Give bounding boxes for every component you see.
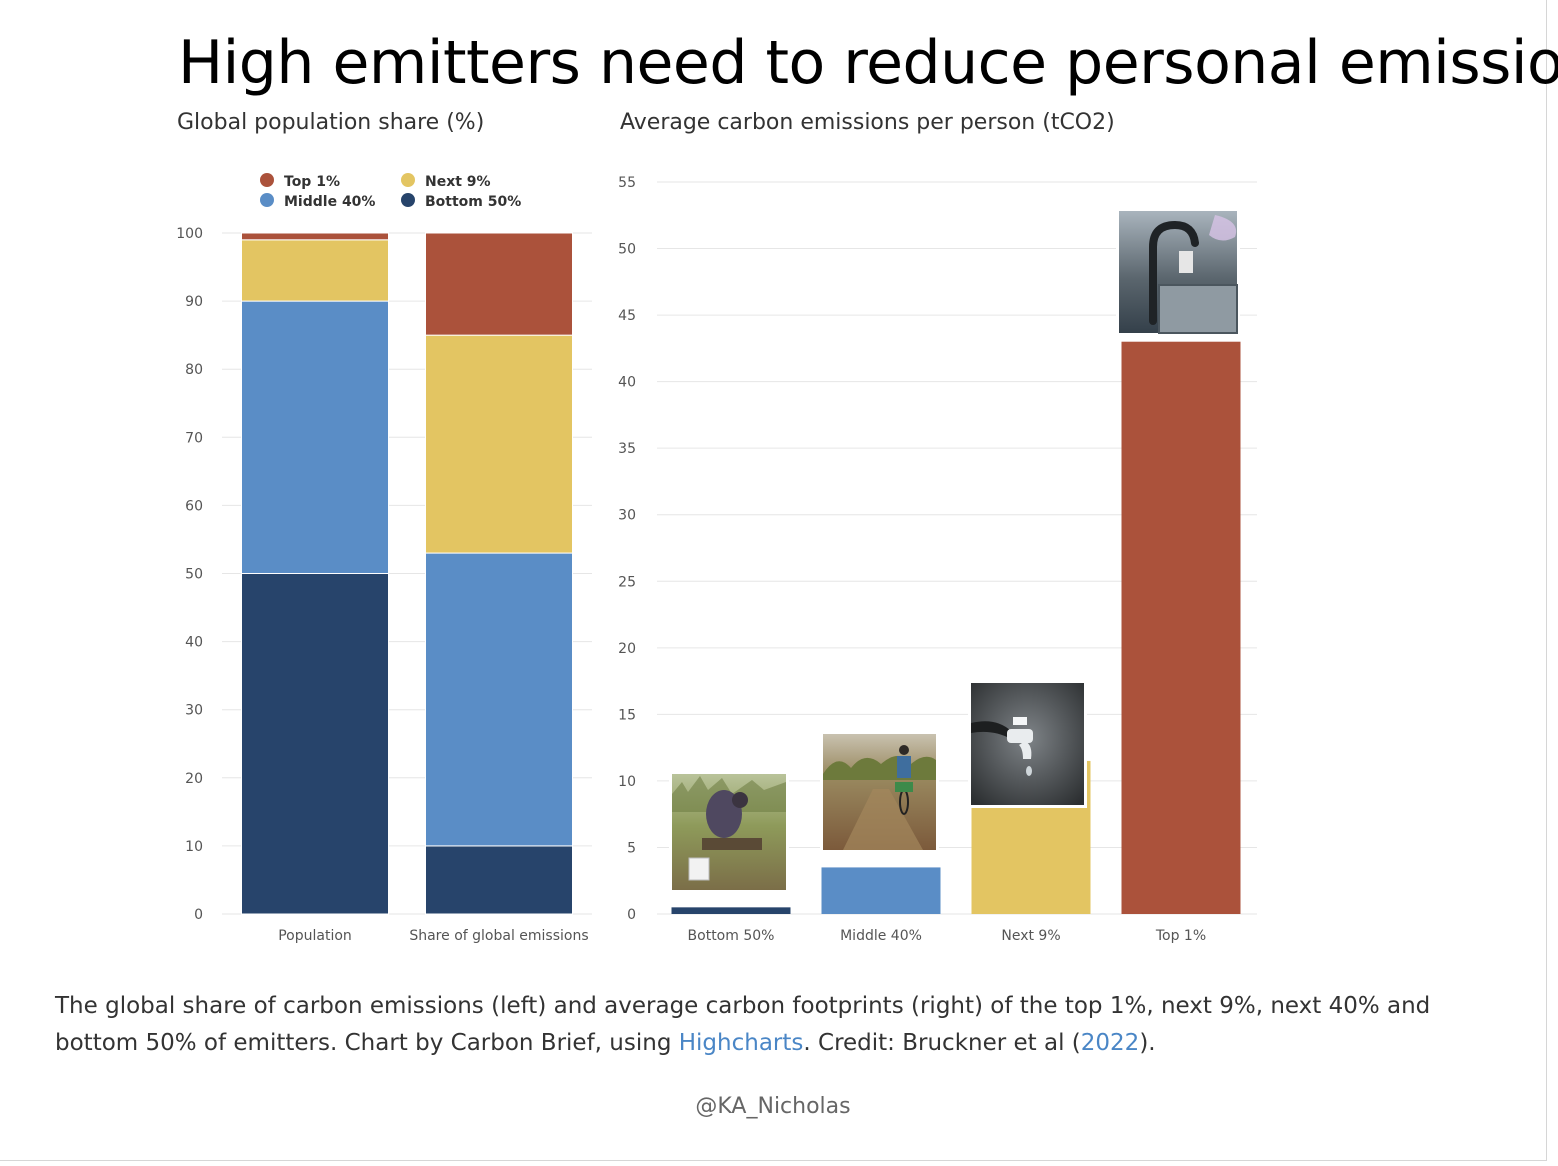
left-y-tick-label: 70 xyxy=(185,430,203,446)
left-y-tick-label: 50 xyxy=(185,567,203,583)
legend-label-top-1: Top 1% xyxy=(284,174,340,190)
faucet-handle xyxy=(1179,251,1193,273)
right-y-tick-label: 35 xyxy=(618,441,636,457)
faucet-neck xyxy=(1149,220,1199,325)
right-y-tick-label: 5 xyxy=(627,840,636,856)
bar-share-of-global-emissions-bottom-50 xyxy=(425,845,573,915)
left-x-tick-label: Population xyxy=(278,928,352,944)
legend-marker-middle-40 xyxy=(260,193,274,207)
bar-share-of-global-emissions-next-9 xyxy=(425,334,573,554)
legend-label-next-9: Next 9% xyxy=(425,174,491,190)
pink-glass xyxy=(1209,215,1237,241)
bucket xyxy=(688,857,710,881)
legend-marker-top-1 xyxy=(260,173,274,187)
page-title: High emitters need to reduce personal em… xyxy=(178,28,1558,98)
left-y-tick-label: 20 xyxy=(185,771,203,787)
right-y-tick-label: 20 xyxy=(618,641,636,657)
road-shape xyxy=(843,789,923,850)
left-y-tick-label: 10 xyxy=(185,839,203,855)
dripping-tap-photo xyxy=(968,680,1087,808)
right-chart-title: Average carbon emissions per person (tCO… xyxy=(620,110,1115,135)
legend-marker-bottom-50 xyxy=(401,193,415,207)
tap-handle xyxy=(1013,717,1027,725)
left-x-tick-label: Share of global emissions xyxy=(409,928,588,944)
right-y-tick-label: 10 xyxy=(618,774,636,790)
legend-marker-next-9 xyxy=(401,173,415,187)
bar-population-middle-40 xyxy=(241,300,389,574)
kitchen-faucet-photo xyxy=(1116,208,1240,336)
left-y-tick-label: 0 xyxy=(194,907,203,923)
left-y-tick-label: 60 xyxy=(185,498,203,514)
person-head xyxy=(732,792,748,808)
left-chart-bars xyxy=(241,232,573,915)
right-y-tick-label: 30 xyxy=(618,508,636,524)
bar-population-next-9 xyxy=(241,239,389,302)
author-handle: @KA_Nicholas xyxy=(695,1094,851,1119)
left-y-tick-label: 30 xyxy=(185,703,203,719)
bar-population-bottom-50 xyxy=(241,573,389,915)
bar-photos xyxy=(669,208,1240,893)
right-y-tick-label: 55 xyxy=(618,175,636,191)
bar-bottom-50 xyxy=(671,907,791,914)
legend-label-middle-40: Middle 40% xyxy=(284,194,375,210)
right-x-tick-label: Next 9% xyxy=(1001,928,1060,944)
bar-share-of-global-emissions-middle-40 xyxy=(425,552,573,847)
cyclist-body xyxy=(897,756,911,778)
left-y-tick-label: 100 xyxy=(176,226,203,242)
sink-basin xyxy=(1158,284,1238,334)
left-y-tick-label: 40 xyxy=(185,635,203,651)
well-opening xyxy=(702,838,762,850)
right-y-tick-label: 25 xyxy=(618,574,636,590)
bar-population-top-1 xyxy=(241,232,389,241)
legend: Top 1% Next 9% Middle 40% Bottom 50% xyxy=(260,173,521,210)
right-y-tick-label: 15 xyxy=(618,707,636,723)
tap-spout xyxy=(1019,741,1032,759)
highcharts-link[interactable]: Highcharts xyxy=(678,1030,804,1056)
left-y-tick-label: 90 xyxy=(185,294,203,310)
bar-share-of-global-emissions-top-1 xyxy=(425,232,573,336)
cyclist-head xyxy=(899,745,909,755)
pipe xyxy=(971,721,1011,739)
left-y-tick-label: 80 xyxy=(185,362,203,378)
right-x-tick-label: Middle 40% xyxy=(840,928,922,944)
right-x-tick-label: Bottom 50% xyxy=(688,928,775,944)
right-y-tick-label: 0 xyxy=(627,907,636,923)
figure-caption: The global share of carbon emissions (le… xyxy=(55,988,1515,1062)
legend-label-bottom-50: Bottom 50% xyxy=(425,194,521,210)
caption-text-2: . Credit: Bruckner et al ( xyxy=(803,1030,1081,1056)
right-y-tick-label: 45 xyxy=(618,308,636,324)
caption-text-1: The global share of carbon emissions (le… xyxy=(55,993,1431,1056)
cyclist-on-dirt-road-photo xyxy=(820,731,939,853)
left-chart-title: Global population share (%) xyxy=(177,110,485,135)
bar-middle-40 xyxy=(821,867,941,914)
tap-body xyxy=(1007,729,1033,743)
bruckner-2022-link[interactable]: 2022 xyxy=(1080,1030,1140,1056)
green-container xyxy=(895,782,913,792)
caption-text-3: ). xyxy=(1139,1030,1156,1056)
right-y-tick-label: 50 xyxy=(618,242,636,258)
right-x-tick-label: Top 1% xyxy=(1155,928,1206,944)
woman-at-well-photo xyxy=(669,771,789,893)
water-drop xyxy=(1026,766,1032,776)
right-y-tick-label: 40 xyxy=(618,375,636,391)
bar-top-1 xyxy=(1121,341,1241,914)
